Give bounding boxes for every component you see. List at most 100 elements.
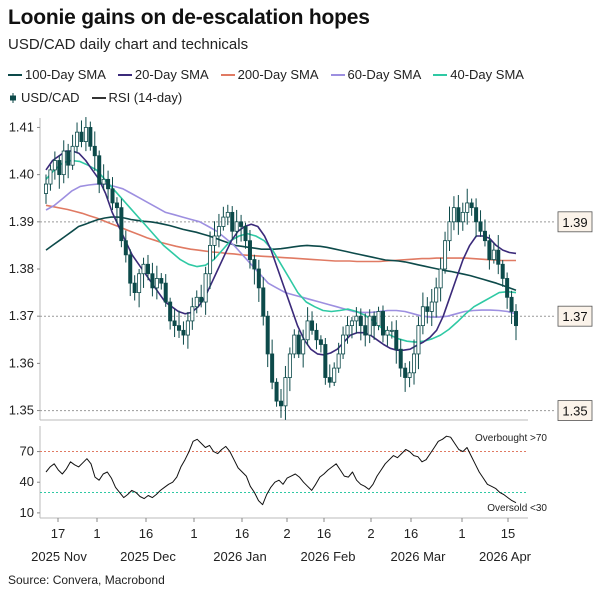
candle-body [305, 320, 310, 341]
candle-body [230, 211, 235, 232]
legend-label-sma40: 40-Day SMA [450, 67, 524, 82]
legend-item-sma100: 100-Day SMA [8, 67, 106, 82]
candle-body [199, 296, 204, 303]
candle-body [270, 353, 275, 383]
x-day-label: 16 [404, 526, 418, 541]
candle-body [389, 329, 394, 332]
candle-body [110, 188, 115, 204]
rsi-y-tick-label: 40 [20, 474, 34, 489]
candle-body [132, 282, 137, 293]
sma-line-20-day-sma [45, 150, 517, 356]
sma-line-40-day-sma [45, 159, 517, 343]
candle-body [119, 207, 124, 242]
x-day-label: 1 [190, 526, 197, 541]
reference-level-labels: 1.39 1.37 1.35 [557, 211, 593, 421]
price-y-tick-label: 1.38 [9, 261, 34, 276]
candle-body [349, 320, 354, 327]
candle-body [363, 325, 368, 336]
legend-swatch-sma200 [220, 73, 235, 76]
candle-body [327, 377, 332, 383]
candle-body [243, 226, 248, 242]
candle-body [345, 325, 350, 336]
candle-body [194, 296, 199, 308]
chart-title: Loonie gains on de-escalation hopes [8, 6, 370, 29]
candle-body [301, 339, 306, 355]
reference-box [557, 400, 593, 421]
price-y-tick-label: 1.35 [9, 403, 34, 418]
candle-body [465, 202, 470, 213]
x-day-label: 16 [139, 526, 153, 541]
candle-body [380, 311, 385, 336]
candle-body [310, 320, 315, 331]
reference-box [557, 211, 593, 233]
source-note: Source: Convera, Macrobond [8, 573, 165, 587]
candle-body [505, 278, 510, 298]
candle-body [114, 202, 119, 209]
candle-body [61, 150, 66, 176]
candle-body [318, 339, 323, 345]
candle-body [239, 221, 244, 227]
candle-body [482, 230, 487, 242]
legend-label-sma100: 100-Day SMA [25, 67, 106, 82]
legend-swatch-rsi [91, 96, 106, 99]
candle-body [44, 183, 49, 194]
candle-body [261, 287, 266, 317]
candle-body [208, 245, 213, 275]
candle-body [97, 155, 102, 185]
legend-item-sma40: 40-Day SMA [433, 67, 524, 82]
candle-body [292, 334, 297, 355]
rsi-line [45, 435, 517, 506]
candle-body [225, 211, 230, 218]
x-month-label: 2026 Jan [213, 549, 267, 564]
x-month-label: 2026 Mar [391, 549, 447, 564]
candle-body [474, 207, 479, 223]
candle-body [92, 145, 97, 157]
candle-body [181, 329, 186, 336]
reference-label: 1.39 [562, 215, 587, 230]
candle-body [487, 240, 492, 260]
candle-body [88, 127, 93, 147]
candle-body [491, 249, 496, 260]
x-day-label: 2 [367, 526, 374, 541]
candle-body [79, 131, 84, 142]
candle-body [456, 207, 461, 223]
legend-item-sma200: 200-Day SMA [220, 67, 319, 82]
candle-body [185, 320, 190, 336]
candle-body [509, 296, 514, 312]
candle-body [172, 320, 177, 327]
x-day-label: 15 [501, 526, 515, 541]
candle-body [159, 278, 164, 284]
price-y-tick-label: 1.41 [9, 119, 34, 134]
x-day-label: 17 [51, 526, 65, 541]
candle-body [212, 235, 217, 246]
candle-body [451, 207, 456, 223]
candle-body [278, 400, 283, 407]
candle-icon [10, 92, 16, 103]
price-y-tick-label: 1.39 [9, 214, 34, 229]
candle-body [336, 353, 341, 369]
candle-body [420, 306, 425, 327]
legend-swatch-sma60 [330, 73, 345, 76]
candle-body [141, 263, 146, 275]
candle-body [376, 311, 381, 327]
candle-body [385, 329, 390, 336]
candle-body [434, 287, 439, 303]
candle-body [372, 315, 377, 327]
candle-body [57, 160, 62, 176]
legend-label-rsi: RSI (14-day) [108, 90, 183, 105]
sma-line-200-day-sma [45, 204, 516, 263]
price-gridlines [39, 118, 554, 421]
candle-body [429, 301, 434, 312]
x-month-label: 2025 Dec [120, 549, 176, 564]
candles [44, 117, 519, 420]
candle-body [403, 367, 408, 378]
candle-body [283, 377, 288, 407]
reference-label: 1.37 [562, 309, 587, 324]
candle-body [83, 127, 88, 142]
candle-body [252, 259, 257, 270]
legend-row-1: 100-Day SMA 20-Day SMA 200-Day SMA 60-Da… [8, 67, 524, 82]
candle-body [314, 329, 319, 341]
price-y-axis: 1.35 1.36 1.37 1.38 1.39 1.40 1.41 [9, 119, 40, 418]
legend-item-sma60: 60-Day SMA [330, 67, 421, 82]
x-axis: 17 1 16 1 16 2 16 2 16 1 15 2025 Nov 2025 Dec 2026 Ja… [31, 518, 532, 564]
